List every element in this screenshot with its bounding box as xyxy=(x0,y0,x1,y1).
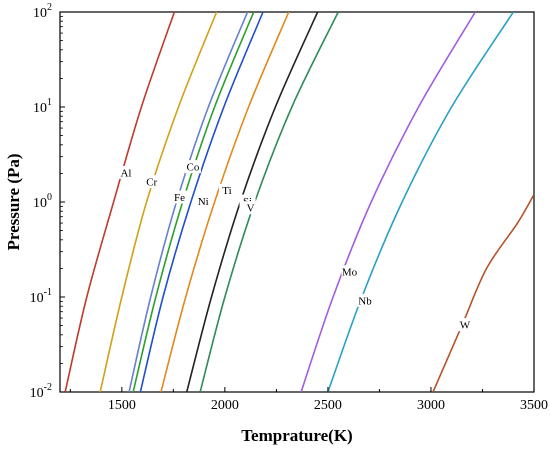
y-tick-base: 10 xyxy=(33,101,47,116)
series-label-bg-al xyxy=(117,165,134,179)
series-label-v: V xyxy=(247,203,255,215)
series-label-bg-ti xyxy=(218,183,235,197)
y-tick-base: 10 xyxy=(33,6,47,21)
y-tick-exponent: 0 xyxy=(47,192,52,203)
y-tick-base: 10 xyxy=(30,386,44,401)
y-tick-label: 102 xyxy=(33,2,52,21)
y-axis-title: Pressure (Pa) xyxy=(4,153,23,250)
series-label-bg-co xyxy=(184,160,201,174)
x-tick-label: 3000 xyxy=(417,398,445,413)
series-label-bg-fe xyxy=(171,190,188,204)
series-curves xyxy=(64,12,534,392)
x-axis-title: Temprature(K) xyxy=(241,426,352,445)
series-line-ti xyxy=(160,12,290,392)
series-line-cr xyxy=(99,12,218,392)
series-label-ni: Ni xyxy=(198,196,209,208)
y-tick-exponent: -1 xyxy=(44,287,52,298)
series-labels: AlCrFeCoNiTiSiVMoNbW xyxy=(117,160,473,332)
series-line-mo xyxy=(300,12,476,392)
y-tick-exponent: 1 xyxy=(47,97,52,108)
x-tick-label: 2000 xyxy=(211,398,239,413)
series-label-bg-nb xyxy=(357,293,374,307)
series-label-nb: Nb xyxy=(358,295,372,307)
series-line-v xyxy=(199,12,339,392)
series-label-co: Co xyxy=(187,162,200,174)
series-label-ti: Ti xyxy=(222,185,231,197)
series-label-bg-mo xyxy=(341,265,358,279)
series-line-w xyxy=(432,194,534,392)
series-label-mo: Mo xyxy=(342,267,358,279)
series-label-bg-cr xyxy=(143,175,160,189)
y-tick-label: 101 xyxy=(33,97,52,116)
y-tick-base: 10 xyxy=(30,291,44,306)
series-line-nb xyxy=(327,12,515,392)
x-tick-label: 1500 xyxy=(108,398,136,413)
series-label-w: W xyxy=(460,320,471,332)
x-tick-label: 3500 xyxy=(520,398,548,413)
series-label-al: Al xyxy=(120,167,131,179)
series-label-bg-w xyxy=(456,318,473,332)
plot-frame xyxy=(59,11,535,393)
series-label-bg-ni xyxy=(195,194,212,208)
series-line-al xyxy=(64,12,176,392)
series-label-cr: Cr xyxy=(146,177,157,189)
y-tick-label: 10-1 xyxy=(30,287,52,306)
x-tick-label: 2500 xyxy=(314,398,342,413)
y-tick-exponent: -2 xyxy=(44,382,52,393)
series-label-fe: Fe xyxy=(174,192,185,204)
y-tick-label: 10-2 xyxy=(30,382,52,401)
y-tick-base: 10 xyxy=(33,196,47,211)
y-tick-exponent: 2 xyxy=(47,2,52,13)
series-label-bg-v xyxy=(242,201,259,215)
series-line-ni xyxy=(139,12,264,392)
y-tick-label: 100 xyxy=(33,192,52,211)
